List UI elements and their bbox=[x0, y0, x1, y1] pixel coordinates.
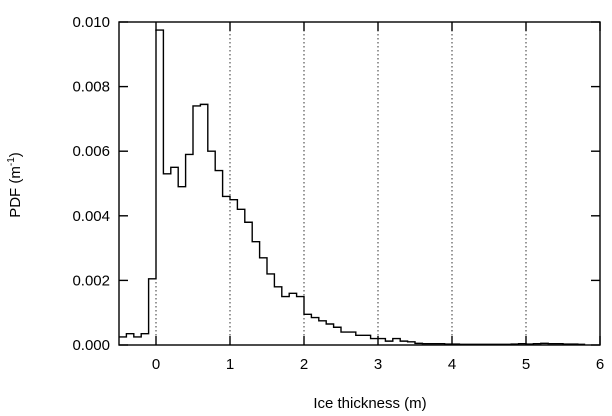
y-axis-label-superscript: -1 bbox=[6, 157, 17, 166]
x-tick-label-6: 6 bbox=[596, 356, 604, 373]
axis-ticks bbox=[119, 21, 601, 346]
y-axis-label-close: ) bbox=[7, 152, 24, 157]
x-tick-label-2: 2 bbox=[300, 356, 308, 373]
y-axis-label-main: PDF (m bbox=[7, 166, 24, 218]
y-tick-label-4: 0.008 bbox=[72, 79, 110, 96]
plot-frame bbox=[118, 21, 601, 346]
y-tick-label-3: 0.006 bbox=[72, 143, 110, 160]
x-tick-label-0: 0 bbox=[152, 356, 160, 373]
x-tick-label-3: 3 bbox=[374, 356, 382, 373]
y-axis-label: PDF (m-1) bbox=[6, 152, 24, 218]
x-axis-label: Ice thickness (m) bbox=[313, 395, 426, 412]
x-tick-label-1: 1 bbox=[226, 356, 234, 373]
histogram-step-line bbox=[119, 29, 586, 346]
y-tick-label-0: 0.000 bbox=[72, 337, 110, 354]
x-tick-label-5: 5 bbox=[522, 356, 530, 373]
grid-lines bbox=[155, 22, 527, 345]
x-tick-labels: 0 1 2 3 4 5 6 bbox=[152, 356, 604, 373]
y-tick-label-5: 0.010 bbox=[72, 14, 110, 31]
y-tick-label-1: 0.002 bbox=[72, 272, 110, 289]
y-tick-label-2: 0.004 bbox=[72, 208, 110, 225]
y-tick-labels: 0.000 0.002 0.004 0.006 0.008 0.010 bbox=[72, 14, 110, 354]
x-tick-label-4: 4 bbox=[448, 356, 456, 373]
